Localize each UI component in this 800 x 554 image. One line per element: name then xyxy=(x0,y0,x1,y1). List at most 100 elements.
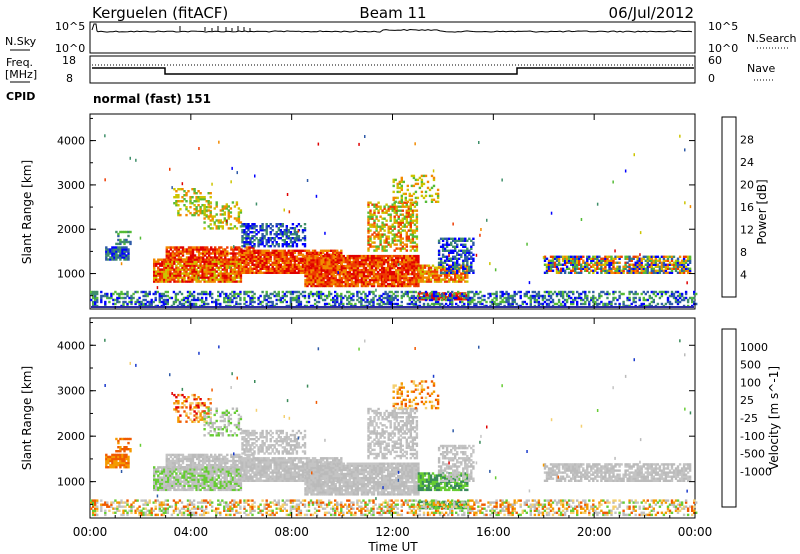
power-cell xyxy=(323,253,327,256)
power-cell xyxy=(233,217,237,220)
power-cell xyxy=(326,302,329,306)
power-cell xyxy=(231,272,235,275)
power-cell xyxy=(391,229,394,232)
power-cell xyxy=(301,263,305,266)
power-cell xyxy=(328,302,331,306)
power-cell xyxy=(440,302,444,306)
power-cell xyxy=(456,239,459,242)
power-cell xyxy=(415,280,418,284)
power-cell xyxy=(171,250,175,253)
power-cell xyxy=(464,253,467,256)
power-cell xyxy=(184,296,188,300)
power-cell xyxy=(267,267,270,270)
power-cell xyxy=(374,276,378,280)
power-cell xyxy=(387,229,390,232)
power-cell xyxy=(466,270,469,273)
power-cell xyxy=(211,292,214,296)
power-cell xyxy=(382,292,385,296)
power-cell xyxy=(395,280,398,284)
power-cell xyxy=(297,269,301,272)
power-cell xyxy=(261,253,264,256)
site-title: Kerguelen (fitACF) xyxy=(92,4,228,22)
power-cell xyxy=(247,227,250,230)
power-cell xyxy=(113,248,116,251)
power-cell xyxy=(628,257,631,260)
power-cell xyxy=(395,270,398,274)
power-cell xyxy=(113,252,116,255)
power-cell xyxy=(291,290,295,294)
power-cell xyxy=(94,298,97,302)
power-cell xyxy=(207,206,210,209)
power-cell xyxy=(225,260,228,263)
power-cell xyxy=(348,296,351,300)
power-cell xyxy=(233,270,237,273)
power-cell xyxy=(420,194,424,198)
power-cell xyxy=(358,290,361,294)
power-cell xyxy=(394,178,397,182)
power-cell xyxy=(393,203,396,206)
power-cell xyxy=(606,255,609,258)
power-cell xyxy=(600,269,603,272)
power-cell xyxy=(150,300,153,304)
power-cell xyxy=(415,247,419,250)
power-cell xyxy=(417,284,420,288)
power-cell xyxy=(308,280,311,284)
power-cell xyxy=(590,298,593,302)
power-cell xyxy=(243,241,246,244)
power-cell xyxy=(261,223,264,226)
power-cell xyxy=(175,196,178,199)
power-cell xyxy=(267,300,270,304)
power-cell xyxy=(588,290,591,294)
power-cell xyxy=(344,276,347,280)
power-cell xyxy=(413,272,416,276)
power-cell xyxy=(352,274,356,278)
power-cell xyxy=(177,270,180,273)
power-cell xyxy=(177,260,180,263)
power-cell xyxy=(464,276,467,279)
power-cell xyxy=(217,268,220,271)
power-cell xyxy=(391,274,394,278)
power-cell xyxy=(401,245,404,248)
power-cell xyxy=(491,302,494,306)
power-cell xyxy=(303,227,307,230)
power-cell xyxy=(241,245,244,248)
power-cell xyxy=(159,264,162,267)
power-cell xyxy=(245,243,248,246)
power-cell xyxy=(370,266,374,270)
power-cell xyxy=(177,252,181,255)
power-cell xyxy=(452,271,455,274)
power-cell xyxy=(92,294,95,298)
power-cell xyxy=(289,269,293,272)
power-cell xyxy=(235,296,238,300)
power-cell xyxy=(354,276,358,280)
power-cell xyxy=(253,223,256,226)
power-cell xyxy=(387,274,390,278)
power-cell xyxy=(245,249,248,252)
power-cell xyxy=(283,292,286,296)
power-cell xyxy=(557,257,561,260)
power-cell xyxy=(115,246,118,249)
power-cell xyxy=(233,292,236,296)
power-cell xyxy=(435,266,439,269)
power-cell xyxy=(334,251,337,254)
power-cell xyxy=(385,235,388,238)
power-cell xyxy=(405,272,408,276)
power-cell xyxy=(226,254,229,257)
power-cell xyxy=(410,294,414,298)
power-cell xyxy=(420,178,424,182)
power-cell xyxy=(281,255,284,258)
power-cell xyxy=(399,272,402,276)
power-cell xyxy=(430,298,434,302)
power-cell xyxy=(237,274,241,277)
power-cell xyxy=(167,254,170,257)
power-cell xyxy=(463,294,466,298)
power-cell xyxy=(440,292,444,296)
power-cell xyxy=(197,248,201,251)
power-cell xyxy=(182,302,186,306)
power-cell xyxy=(138,300,141,304)
power-cell xyxy=(400,294,403,298)
power-cell xyxy=(306,274,309,278)
power-cell xyxy=(255,271,258,274)
power-cell xyxy=(183,270,186,273)
power-cell xyxy=(398,200,401,203)
